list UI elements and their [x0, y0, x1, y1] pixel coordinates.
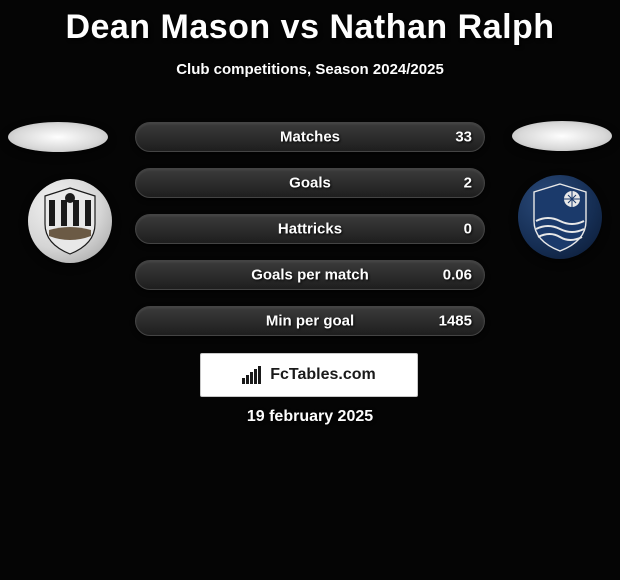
- branding-box[interactable]: FcTables.com: [200, 353, 418, 397]
- stat-row-min-per-goal: Min per goal 1485: [135, 306, 485, 336]
- club-badge-left: [28, 179, 112, 263]
- stat-row-goals: Goals 2: [135, 168, 485, 198]
- player1-photo-slot: [8, 122, 108, 152]
- stat-row-hattricks: Hattricks 0: [135, 214, 485, 244]
- branding-text: FcTables.com: [270, 366, 376, 384]
- stat-label: Hattricks: [136, 221, 484, 238]
- vs-text: vs: [281, 8, 320, 46]
- stat-value: 0: [464, 221, 472, 238]
- stat-value: 1485: [439, 313, 472, 330]
- notts-county-icon: [39, 186, 101, 256]
- page-title: Dean Mason vs Nathan Ralph: [0, 8, 620, 47]
- bar-chart-icon: [242, 366, 264, 384]
- player2-photo-slot: [512, 121, 612, 151]
- club-badge-right: [518, 175, 602, 259]
- stat-value: 33: [455, 129, 472, 146]
- player1-name: Dean Mason: [65, 8, 270, 46]
- footer-date: 19 february 2025: [0, 408, 620, 426]
- page-title-wrap: Dean Mason vs Nathan Ralph: [0, 0, 620, 47]
- player2-name: Nathan Ralph: [329, 8, 554, 46]
- stat-value: 0.06: [443, 267, 472, 284]
- stat-row-goals-per-match: Goals per match 0.06: [135, 260, 485, 290]
- southend-united-icon: [528, 181, 592, 253]
- stat-label: Goals: [136, 175, 484, 192]
- stat-value: 2: [464, 175, 472, 192]
- stats-container: Matches 33 Goals 2 Hattricks 0 Goals per…: [135, 122, 485, 352]
- subtitle: Club competitions, Season 2024/2025: [0, 61, 620, 78]
- stat-label: Matches: [136, 129, 484, 146]
- stat-label: Min per goal: [136, 313, 484, 330]
- stat-label: Goals per match: [136, 267, 484, 284]
- branding: FcTables.com: [242, 366, 376, 384]
- stat-row-matches: Matches 33: [135, 122, 485, 152]
